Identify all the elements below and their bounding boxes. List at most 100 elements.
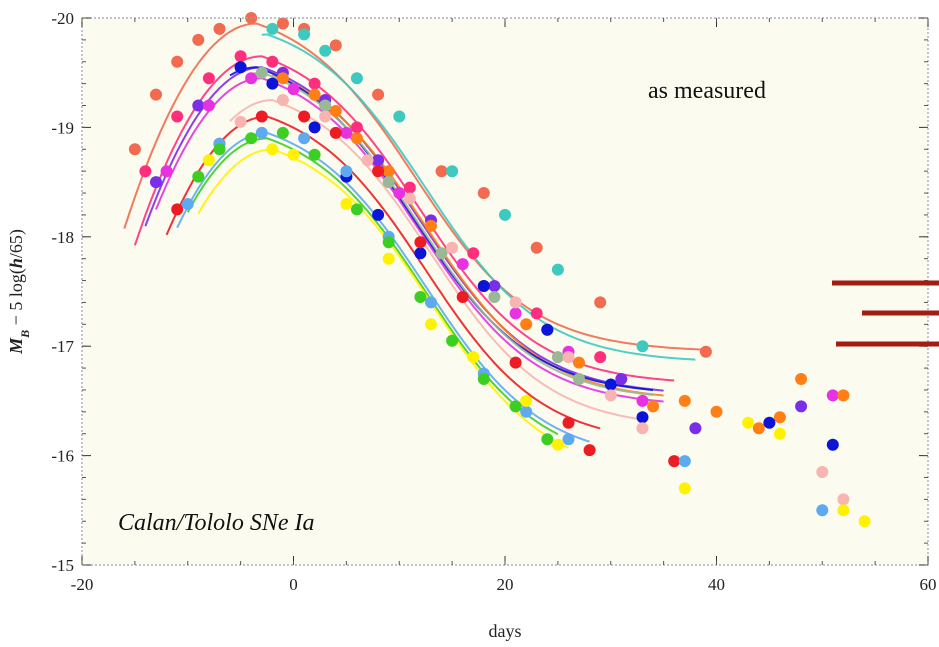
data-point bbox=[678, 394, 691, 407]
y-axis-title-tail: /65) bbox=[6, 229, 27, 258]
data-point bbox=[234, 61, 247, 74]
data-point bbox=[202, 154, 215, 167]
data-point bbox=[488, 291, 501, 303]
data-point bbox=[340, 165, 353, 178]
data-point bbox=[636, 411, 649, 424]
template-curve bbox=[155, 77, 664, 403]
data-point bbox=[329, 105, 342, 117]
data-point bbox=[361, 154, 374, 167]
data-point bbox=[509, 307, 522, 320]
data-point bbox=[192, 33, 205, 46]
data-point bbox=[499, 208, 511, 221]
data-point bbox=[266, 77, 279, 90]
template-curve bbox=[123, 22, 706, 351]
data-point bbox=[276, 126, 289, 139]
template-curve bbox=[251, 71, 654, 396]
data-point bbox=[678, 455, 691, 468]
annotation-as-measured: as measured bbox=[648, 78, 766, 104]
data-point bbox=[255, 66, 268, 79]
data-point bbox=[477, 280, 490, 292]
data-point bbox=[372, 88, 385, 101]
y-axis-title-rest: − 5 log( bbox=[6, 268, 27, 330]
data-point bbox=[816, 504, 829, 517]
data-point bbox=[435, 165, 448, 178]
data-point bbox=[763, 416, 776, 429]
data-point bbox=[710, 405, 723, 418]
data-point bbox=[393, 187, 406, 199]
data-point bbox=[837, 493, 850, 506]
data-point bbox=[192, 170, 205, 183]
y-tick-label: -20 bbox=[51, 9, 74, 28]
data-point bbox=[319, 110, 332, 123]
data-point bbox=[255, 126, 268, 139]
data-point bbox=[773, 411, 786, 424]
y-axis-title: MB − 5 log(h/65) bbox=[6, 229, 32, 355]
data-point bbox=[192, 99, 205, 112]
data-point bbox=[425, 219, 437, 232]
y-tick-label: -16 bbox=[51, 447, 74, 466]
x-axis-title: days bbox=[489, 621, 522, 641]
data-point bbox=[858, 515, 871, 528]
x-tick-label: 0 bbox=[289, 575, 298, 594]
data-point bbox=[604, 378, 617, 391]
data-point bbox=[562, 416, 575, 429]
data-point bbox=[234, 115, 247, 128]
data-point bbox=[467, 247, 480, 260]
data-point bbox=[372, 208, 385, 221]
axis-ticks bbox=[81, 17, 929, 566]
data-point bbox=[329, 126, 342, 139]
data-point bbox=[340, 126, 353, 139]
template-curve bbox=[229, 98, 643, 421]
data-point bbox=[382, 236, 395, 249]
data-point bbox=[488, 280, 501, 292]
data-point bbox=[414, 247, 427, 260]
data-point bbox=[171, 55, 184, 68]
data-point bbox=[456, 258, 469, 271]
data-point bbox=[509, 296, 522, 309]
data-point bbox=[837, 389, 850, 402]
data-point bbox=[604, 389, 617, 402]
data-point bbox=[350, 203, 363, 216]
data-point bbox=[340, 198, 353, 210]
data-point bbox=[245, 72, 258, 85]
data-point bbox=[425, 318, 437, 331]
data-point bbox=[752, 422, 765, 435]
data-point bbox=[350, 72, 363, 85]
data-point bbox=[446, 334, 459, 347]
data-point bbox=[403, 192, 416, 205]
data-point bbox=[509, 356, 522, 369]
data-point bbox=[171, 203, 184, 216]
data-point bbox=[583, 444, 596, 457]
data-point bbox=[319, 99, 332, 112]
y-tick-label: -15 bbox=[51, 556, 74, 575]
data-point bbox=[245, 132, 258, 145]
data-point bbox=[160, 165, 173, 178]
data-point bbox=[573, 356, 585, 369]
x-tick-label: 40 bbox=[708, 575, 725, 594]
data-point bbox=[520, 394, 533, 407]
data-point bbox=[202, 99, 215, 112]
data-point bbox=[393, 110, 406, 123]
data-point bbox=[446, 241, 459, 254]
data-point bbox=[477, 187, 490, 199]
y-tick-label: -19 bbox=[51, 118, 74, 137]
data-point bbox=[150, 88, 162, 101]
data-point bbox=[276, 94, 289, 106]
data-point bbox=[139, 165, 152, 178]
data-point bbox=[742, 416, 755, 429]
data-point bbox=[816, 466, 829, 478]
data-point bbox=[266, 143, 279, 156]
data-point bbox=[181, 198, 194, 210]
data-point bbox=[541, 433, 554, 446]
annotation-sample-name: Calan/Tololo SNe Ia bbox=[118, 510, 314, 536]
data-point bbox=[425, 296, 437, 309]
data-point bbox=[615, 373, 628, 385]
data-point bbox=[308, 148, 321, 161]
data-point bbox=[319, 44, 332, 57]
data-point bbox=[636, 340, 649, 353]
data-points bbox=[128, 12, 871, 528]
data-point bbox=[826, 389, 839, 402]
red-marker-lines bbox=[832, 280, 939, 347]
data-point bbox=[287, 148, 300, 161]
